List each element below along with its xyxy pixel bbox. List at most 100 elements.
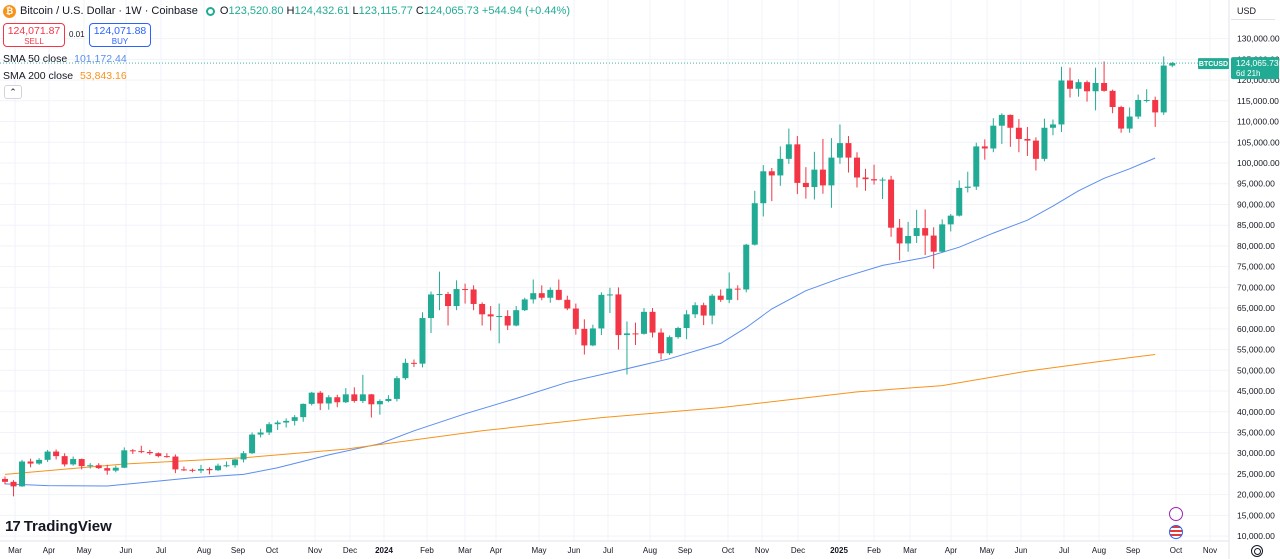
candle[interactable] bbox=[19, 459, 26, 487]
candle[interactable] bbox=[1041, 118, 1048, 162]
candle[interactable] bbox=[393, 376, 400, 402]
candle[interactable] bbox=[581, 319, 588, 355]
symbol-title[interactable]: Bitcoin / U.S. Dollar · 1W · Coinbase bbox=[20, 5, 198, 17]
candle[interactable] bbox=[675, 326, 682, 339]
candle[interactable] bbox=[734, 285, 741, 301]
candle[interactable] bbox=[78, 458, 85, 470]
candle[interactable] bbox=[623, 321, 630, 375]
candle[interactable] bbox=[359, 374, 366, 404]
candle[interactable] bbox=[104, 464, 111, 475]
candle[interactable] bbox=[138, 445, 145, 454]
candle[interactable] bbox=[888, 175, 895, 237]
candle[interactable] bbox=[36, 458, 43, 465]
candle[interactable] bbox=[172, 454, 179, 474]
candle[interactable] bbox=[871, 164, 878, 185]
candle[interactable] bbox=[479, 302, 486, 326]
candle[interactable] bbox=[1032, 137, 1039, 171]
candle[interactable] bbox=[249, 432, 256, 455]
last-price-tag[interactable] bbox=[1231, 57, 1279, 80]
candle[interactable] bbox=[1084, 80, 1091, 102]
candle[interactable] bbox=[189, 468, 196, 473]
candle[interactable] bbox=[981, 139, 988, 160]
candle[interactable] bbox=[658, 328, 665, 360]
candle[interactable] bbox=[53, 449, 60, 460]
candle[interactable] bbox=[308, 391, 315, 406]
candle[interactable] bbox=[240, 451, 247, 463]
candle[interactable] bbox=[589, 324, 596, 347]
candle[interactable] bbox=[811, 151, 818, 200]
candle[interactable] bbox=[163, 453, 170, 458]
candle[interactable] bbox=[402, 358, 409, 380]
candle[interactable] bbox=[87, 463, 94, 469]
candle[interactable] bbox=[1058, 66, 1065, 132]
candle[interactable] bbox=[325, 395, 332, 410]
candle[interactable] bbox=[27, 458, 34, 468]
candle[interactable] bbox=[530, 279, 537, 304]
candle[interactable] bbox=[854, 152, 860, 188]
candle[interactable] bbox=[385, 395, 392, 403]
candle[interactable] bbox=[1075, 79, 1082, 97]
candle[interactable] bbox=[274, 420, 281, 431]
candle[interactable] bbox=[913, 209, 920, 244]
candle[interactable] bbox=[1152, 96, 1159, 127]
candle[interactable] bbox=[342, 388, 349, 404]
candle[interactable] bbox=[930, 227, 937, 269]
candle[interactable] bbox=[10, 480, 17, 497]
candle[interactable] bbox=[572, 303, 579, 335]
candle[interactable] bbox=[300, 403, 307, 422]
candle[interactable] bbox=[785, 128, 792, 164]
market-status-icon[interactable] bbox=[205, 6, 215, 16]
candle[interactable] bbox=[351, 387, 358, 403]
candle[interactable] bbox=[215, 463, 221, 472]
candle[interactable] bbox=[598, 292, 605, 336]
gear-icon[interactable] bbox=[1251, 545, 1263, 557]
candle[interactable] bbox=[1169, 61, 1176, 68]
candle[interactable] bbox=[743, 243, 750, 293]
candle[interactable] bbox=[649, 308, 656, 338]
candle[interactable] bbox=[180, 466, 187, 472]
candle[interactable] bbox=[121, 447, 128, 469]
candle[interactable] bbox=[197, 464, 204, 474]
candle[interactable] bbox=[1007, 114, 1014, 147]
candle[interactable] bbox=[964, 171, 971, 193]
candle[interactable] bbox=[998, 113, 1005, 144]
candle[interactable] bbox=[1092, 67, 1099, 111]
sma200-legend[interactable]: SMA 200 close 53,843.16 bbox=[3, 70, 127, 82]
candle[interactable] bbox=[615, 287, 622, 350]
candle[interactable] bbox=[1143, 89, 1150, 103]
candle[interactable] bbox=[487, 306, 494, 331]
tradingview-logo[interactable]: 17 TradingView bbox=[5, 518, 112, 535]
sma50-legend[interactable]: SMA 50 close 101,172.44 bbox=[3, 53, 127, 65]
candle[interactable] bbox=[802, 167, 809, 199]
candle[interactable] bbox=[939, 219, 946, 253]
candle[interactable] bbox=[1015, 119, 1022, 153]
candle[interactable] bbox=[1109, 89, 1116, 114]
candle[interactable] bbox=[836, 124, 843, 164]
candle[interactable] bbox=[1160, 56, 1167, 115]
price-axis[interactable]: 10,000.00 15,000.00 20,000.00 25,000.00 30,0… bbox=[1198, 0, 1280, 559]
candle[interactable] bbox=[726, 272, 733, 304]
candle[interactable] bbox=[709, 294, 716, 325]
candle[interactable] bbox=[794, 136, 801, 195]
candle[interactable] bbox=[641, 308, 647, 335]
time-axis[interactable]: Mar Apr May Jun Jul Aug Sep Oct Nov Dec 2024 Feb Mar… bbox=[0, 540, 1229, 555]
candle[interactable] bbox=[845, 136, 852, 173]
candle[interactable] bbox=[751, 190, 758, 246]
candle[interactable] bbox=[462, 283, 469, 304]
candle[interactable] bbox=[666, 335, 673, 355]
dividends-bolt-icon[interactable] bbox=[1169, 507, 1183, 521]
candle[interactable] bbox=[1118, 105, 1125, 133]
candle[interactable] bbox=[922, 209, 929, 256]
candle[interactable] bbox=[129, 449, 136, 455]
candle[interactable] bbox=[266, 422, 273, 435]
candle[interactable] bbox=[291, 415, 298, 426]
candle[interactable] bbox=[777, 146, 784, 186]
candle[interactable] bbox=[513, 306, 520, 327]
candle[interactable] bbox=[1126, 107, 1133, 133]
candle[interactable] bbox=[700, 302, 707, 326]
sell-button[interactable]: 124,071.87 SELL bbox=[3, 23, 65, 47]
candle[interactable] bbox=[819, 138, 826, 194]
candle[interactable] bbox=[1101, 61, 1108, 92]
candle[interactable] bbox=[61, 453, 68, 467]
candle[interactable] bbox=[896, 218, 903, 261]
